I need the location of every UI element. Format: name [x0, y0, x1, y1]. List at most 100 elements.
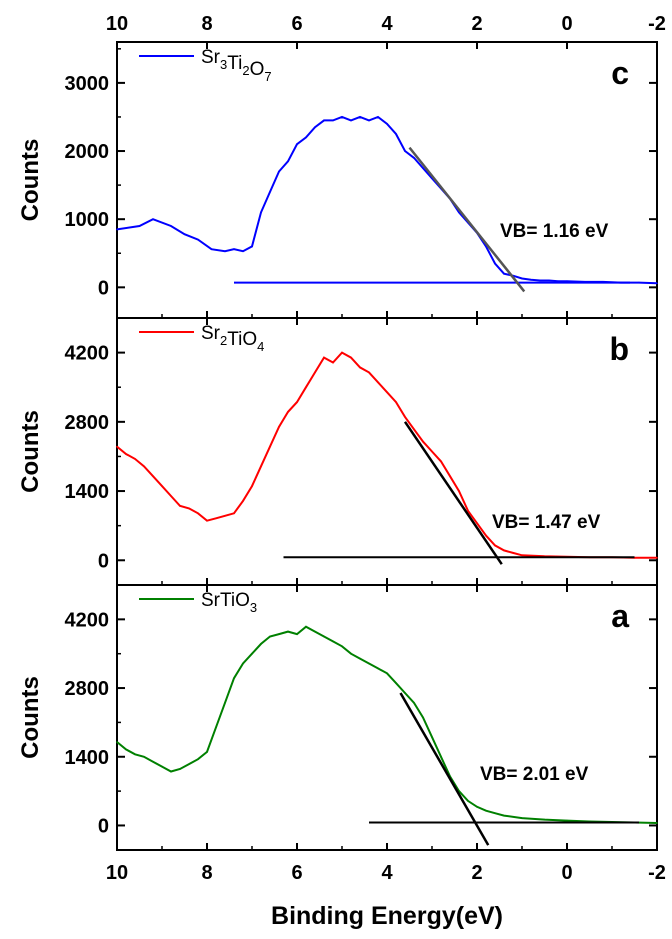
vb-annotation: VB= 1.47 eV — [492, 512, 601, 533]
x-tick-label: 4 — [381, 862, 393, 884]
y-tick-label: 2800 — [65, 412, 110, 434]
data-point — [116, 741, 118, 743]
data-point — [404, 692, 406, 694]
x-axis-label: Binding Energy(eV) — [271, 902, 503, 930]
data-point — [206, 519, 208, 522]
data-point — [314, 371, 316, 374]
data-point — [341, 116, 343, 118]
data-point — [278, 170, 280, 173]
data-point — [467, 510, 469, 512]
data-point — [215, 517, 217, 520]
vb-annotation: VB= 2.01 eV — [480, 764, 589, 785]
data-point — [467, 800, 469, 802]
data-point — [638, 281, 640, 284]
data-point — [548, 279, 550, 282]
data-point — [386, 122, 388, 125]
series-line-SrTiO3 — [116, 625, 658, 824]
data-point — [386, 391, 388, 393]
data-point — [503, 814, 505, 817]
data-point — [242, 250, 244, 253]
data-point — [314, 126, 316, 128]
y-axis-label: Counts — [17, 139, 44, 222]
data-point — [323, 119, 325, 122]
data-point — [233, 677, 235, 680]
data-point — [323, 635, 325, 638]
data-point — [233, 248, 235, 250]
data-point — [305, 386, 307, 389]
data-point — [368, 371, 370, 374]
series-line-Sr2TiO4 — [116, 351, 657, 559]
panel-letter: b — [609, 331, 629, 367]
x-tick-label: 10 — [106, 862, 128, 884]
data-point — [359, 366, 361, 369]
data-point — [512, 552, 514, 554]
panel-letter: c — [611, 55, 629, 91]
data-point — [251, 485, 253, 487]
data-point — [494, 812, 496, 814]
data-point — [521, 277, 523, 280]
data-point — [170, 495, 172, 497]
data-point — [395, 401, 397, 403]
data-point — [116, 228, 118, 231]
data-point — [395, 133, 397, 135]
x-tick-label-top: 10 — [106, 13, 128, 35]
data-point — [278, 633, 280, 635]
tangent-fit — [399, 692, 490, 846]
panel-letter: a — [611, 598, 629, 634]
data-point — [134, 753, 136, 756]
x-tick-label-top: 0 — [561, 13, 572, 35]
data-point — [449, 475, 451, 478]
data-point — [404, 416, 406, 418]
data-point — [404, 150, 406, 152]
x-tick-label: 0 — [561, 862, 572, 884]
data-point — [215, 726, 217, 729]
data-point — [296, 401, 298, 403]
data-point — [431, 736, 433, 738]
data-point — [188, 507, 190, 510]
data-point — [341, 645, 343, 648]
data-point — [287, 630, 289, 633]
data-point — [260, 643, 262, 645]
data-point — [377, 381, 379, 384]
y-tick-label: 2000 — [65, 141, 110, 163]
y-tick-label: 1400 — [65, 747, 110, 769]
data-point — [296, 143, 298, 146]
data-point — [179, 505, 181, 507]
data-point — [125, 453, 127, 455]
data-point — [188, 763, 190, 765]
data-point — [224, 701, 226, 704]
data-point — [359, 657, 361, 660]
data-point — [125, 748, 127, 751]
data-point — [485, 245, 487, 248]
panel-frame — [116, 317, 658, 586]
data-point — [296, 633, 298, 635]
data-point — [305, 625, 307, 628]
data-point — [494, 544, 496, 547]
data-point — [368, 662, 370, 665]
data-point — [656, 557, 658, 559]
data-point — [116, 445, 118, 448]
panel-b: 0 1400 2800 4200 Counts Sr2TiO4 b VB= 1.47 eV — [17, 317, 658, 586]
legend-label: SrTiO3 — [201, 590, 257, 615]
x-tick-label-top: 2 — [471, 13, 482, 35]
data-point — [269, 635, 271, 638]
data-point — [368, 119, 370, 122]
y-axis-label: Counts — [17, 410, 44, 493]
data-point — [539, 279, 541, 282]
data-point — [440, 460, 442, 463]
data-point — [287, 160, 289, 163]
data-point — [350, 356, 352, 359]
data-point — [656, 282, 658, 285]
data-point — [242, 662, 244, 665]
tangent-fit — [408, 146, 526, 293]
data-point — [224, 250, 226, 253]
data-point — [251, 652, 253, 655]
vb-annotation: VB= 1.16 eV — [500, 221, 609, 242]
data-point — [332, 119, 334, 122]
data-point — [386, 672, 388, 675]
data-point — [161, 485, 163, 487]
data-point — [206, 751, 208, 753]
data-point — [305, 136, 307, 139]
data-point — [183, 233, 186, 235]
